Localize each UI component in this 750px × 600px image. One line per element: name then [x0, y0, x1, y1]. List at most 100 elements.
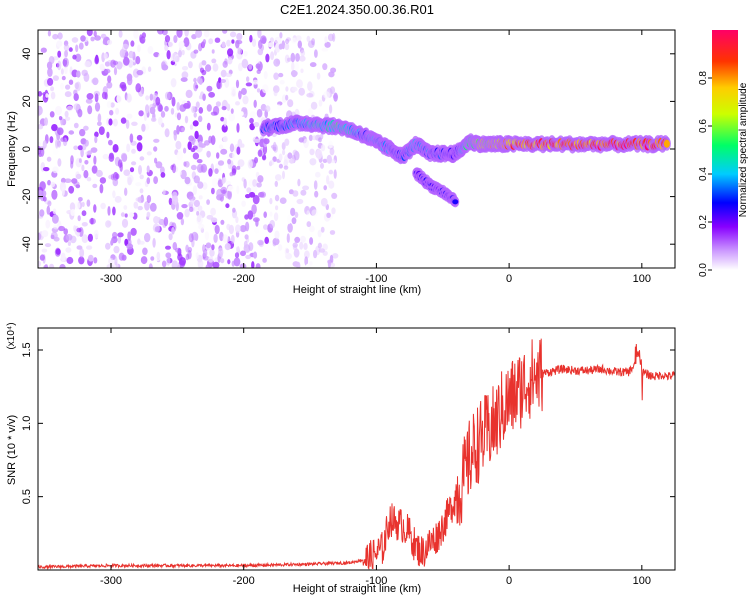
noise-cell	[303, 138, 309, 149]
noise-cell	[86, 30, 93, 37]
colorbar-label: Normalized spectral amplitude	[738, 82, 749, 217]
noise-cell	[113, 245, 120, 254]
snr-y-multiplier: (x10⁴)	[6, 322, 17, 349]
noise-cell	[86, 177, 92, 182]
noise-cell	[47, 67, 53, 78]
noise-cell	[257, 30, 262, 39]
noise-cell	[184, 161, 190, 168]
noise-cell	[229, 143, 235, 153]
noise-cell	[97, 113, 102, 123]
noise-cell	[239, 263, 247, 268]
noise-cell	[270, 51, 275, 60]
noise-cell	[125, 119, 130, 129]
noise-cell	[309, 158, 317, 166]
noise-cell	[81, 234, 89, 244]
noise-cell	[300, 189, 307, 196]
colorbar-ticks: 0.0 0.2 0.4 0.6 0.8	[698, 71, 712, 277]
noise-cell	[239, 225, 247, 233]
noise-cell	[229, 31, 237, 38]
noise-cell	[206, 122, 211, 131]
noise-cell	[38, 106, 43, 116]
noise-cell	[76, 231, 80, 237]
noise-cell	[240, 143, 245, 148]
noise-cell	[235, 39, 240, 49]
noise-cell	[285, 94, 289, 101]
noise-cell	[183, 102, 190, 109]
noise-cell	[210, 207, 217, 216]
noise-cell	[84, 160, 89, 165]
noise-cell	[184, 176, 191, 185]
noise-cell	[73, 181, 80, 187]
noise-cell	[166, 50, 171, 60]
noise-cell	[202, 39, 207, 45]
noise-cell	[218, 247, 224, 257]
noise-cell	[297, 178, 301, 187]
noise-cell	[171, 52, 178, 63]
noise-cell	[136, 134, 143, 141]
noise-cell	[50, 86, 55, 92]
noise-cell	[179, 257, 186, 266]
noise-cell	[175, 247, 182, 253]
noise-cell	[273, 212, 279, 222]
x-tick-label: -200	[233, 273, 255, 285]
noise-cell	[127, 231, 132, 241]
noise-cell	[225, 72, 233, 78]
noise-cell	[104, 68, 111, 74]
noise-cell	[164, 105, 169, 112]
noise-cell	[112, 60, 118, 65]
noise-cell	[234, 252, 240, 259]
noise-cell	[41, 230, 49, 238]
noise-cell	[190, 199, 195, 205]
noise-cell	[214, 37, 221, 43]
noise-cell	[193, 112, 197, 118]
noise-cell	[57, 158, 62, 167]
noise-cell	[117, 232, 124, 238]
noise-cell	[126, 73, 133, 82]
noise-cell	[42, 167, 50, 172]
noise-cell	[309, 237, 314, 245]
noise-cell	[269, 159, 275, 166]
noise-cell	[45, 93, 49, 98]
noise-cell	[59, 264, 66, 268]
noise-cell	[93, 229, 99, 239]
noise-cell	[171, 163, 177, 174]
noise-cell	[44, 117, 48, 126]
noise-cell	[238, 62, 243, 72]
noise-cell	[57, 127, 64, 136]
noise-cell	[181, 71, 189, 79]
noise-cell	[291, 86, 298, 92]
noise-cell	[138, 110, 144, 117]
noise-cell	[90, 217, 94, 225]
noise-cell	[68, 130, 75, 135]
noise-cell	[261, 155, 267, 161]
noise-cell	[269, 37, 274, 43]
noise-cell	[154, 157, 158, 164]
noise-cell	[198, 115, 203, 123]
noise-cell	[52, 214, 59, 224]
noise-cell	[113, 67, 118, 76]
noise-cell	[106, 264, 114, 268]
noise-cell	[60, 252, 66, 262]
noise-cell	[139, 36, 146, 44]
noise-cell	[220, 219, 225, 225]
noise-cell	[236, 165, 241, 170]
noise-cell	[208, 135, 213, 144]
noise-cell	[68, 185, 75, 194]
noise-cell	[104, 61, 110, 67]
noise-cell	[231, 86, 237, 94]
noise-cell	[213, 233, 218, 243]
noise-cell	[131, 148, 136, 154]
noise-cell	[94, 136, 98, 144]
noise-cell	[230, 234, 235, 244]
noise-cell	[296, 79, 303, 88]
noise-cell	[318, 137, 322, 143]
noise-cell	[278, 153, 283, 161]
noise-cell	[222, 234, 229, 243]
noise-cell	[126, 93, 132, 103]
noise-cell	[195, 252, 199, 260]
noise-cell	[155, 96, 161, 106]
noise-cell	[53, 147, 59, 155]
spectrogram-y-ticks: -40 -20 0 20 40	[21, 48, 675, 252]
noise-cell	[184, 208, 190, 218]
noise-cell	[209, 249, 215, 257]
